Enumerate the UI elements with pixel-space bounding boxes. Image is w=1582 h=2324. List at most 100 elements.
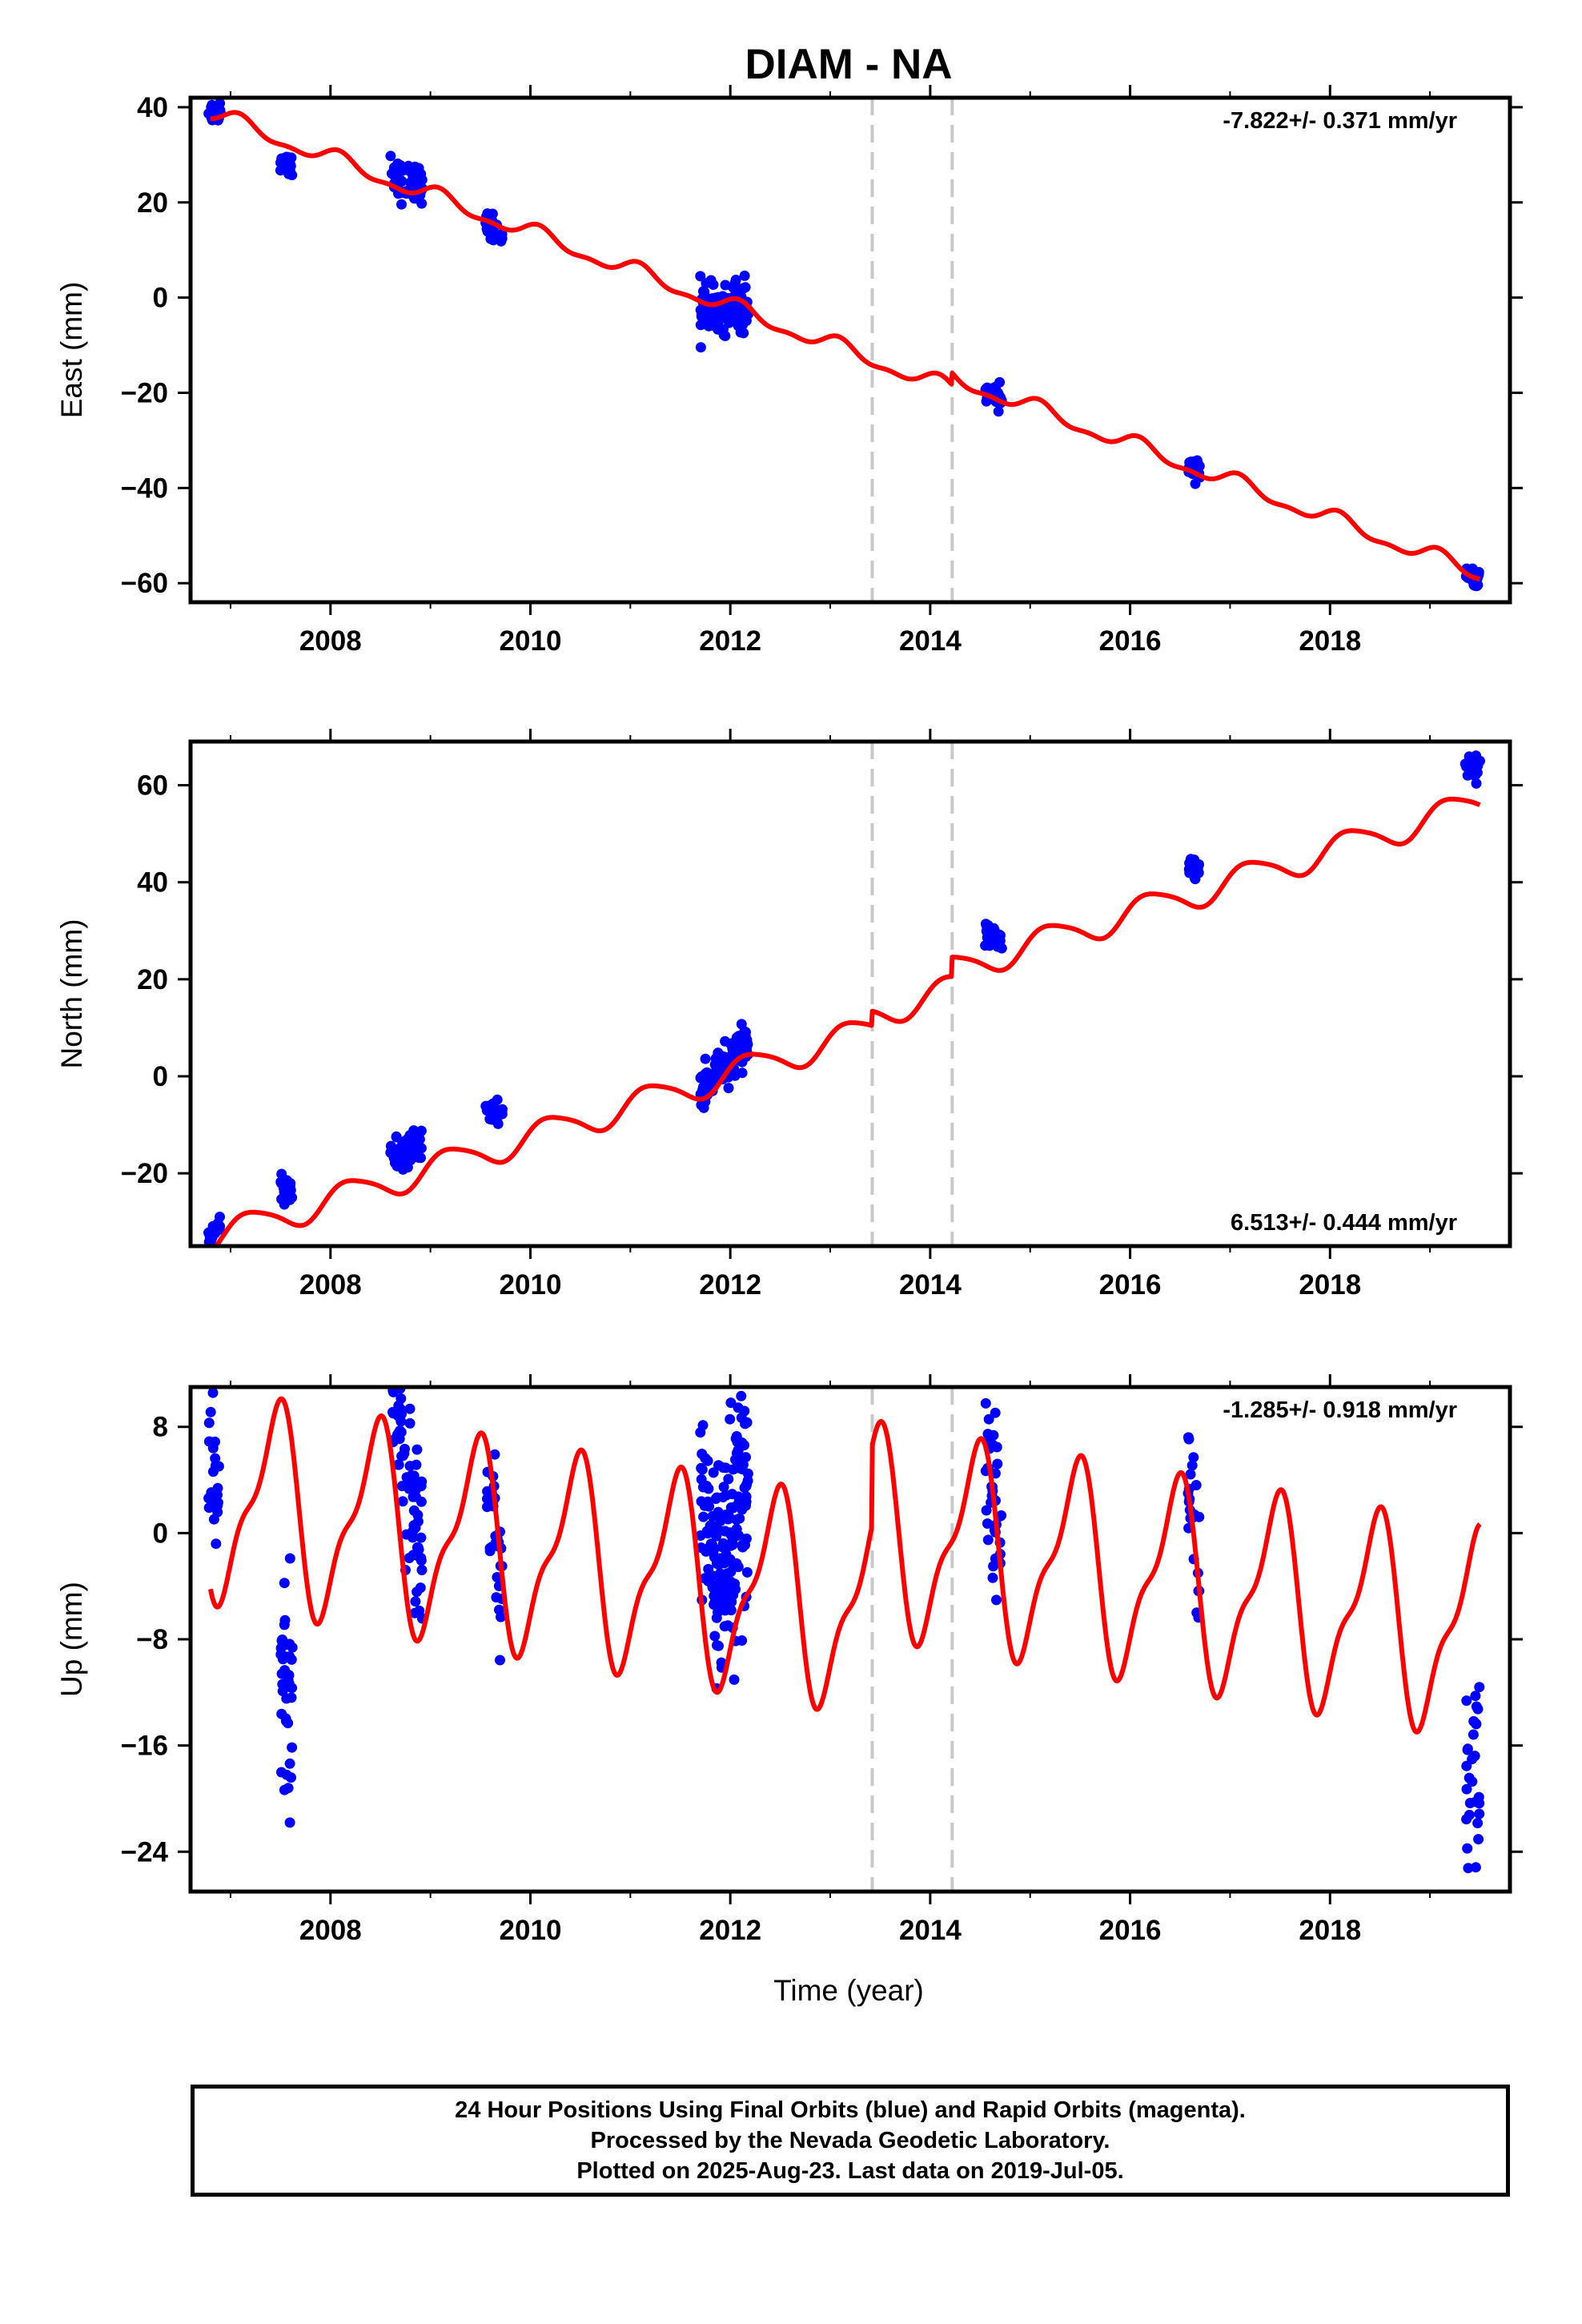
data-point-up-7-29	[1468, 1715, 1480, 1727]
data-point-up-5-36	[981, 1505, 992, 1516]
data-point-up-2-68	[414, 1605, 425, 1616]
data-point-up-4-135	[699, 1573, 710, 1584]
data-point-up-2-13	[404, 1553, 415, 1563]
data-point-east-4-143	[713, 304, 725, 315]
data-point-up-2-20	[389, 1353, 400, 1364]
data-point-east-4-135	[708, 279, 719, 290]
data-point-up-4-58	[711, 1530, 722, 1542]
y-tick-label-east-5: −60	[121, 568, 168, 599]
data-point-up-2-22	[386, 1324, 396, 1334]
x-axis-label: Time (year)	[773, 1974, 924, 2007]
data-point-up-4-163	[721, 1549, 732, 1560]
data-point-up-4-146	[695, 1427, 706, 1438]
data-point-up-2-25	[396, 1372, 406, 1382]
data-point-up-2-21	[390, 1365, 400, 1376]
data-point-north-3-21	[484, 1113, 496, 1124]
data-point-up-0-15	[210, 1436, 220, 1447]
data-point-up-5-19	[980, 1397, 991, 1409]
data-point-up-0-21	[207, 1387, 219, 1398]
model-line-east	[209, 110, 1482, 582]
data-point-north-4-76	[700, 1053, 711, 1064]
rate-label-up: -1.285+/- 0.918 mm/yr	[1223, 1397, 1457, 1423]
data-point-up-4-157	[742, 1468, 753, 1479]
data-point-up-7-27	[1461, 1760, 1472, 1771]
y-tick-label-north-3: 0	[153, 1061, 168, 1092]
data-point-east-2-30	[403, 160, 414, 171]
x-tick-label-up-2012: 2012	[699, 1915, 761, 1946]
data-point-north-5-23	[988, 937, 999, 948]
data-point-up-5-15	[982, 1534, 994, 1546]
data-point-east-4-147	[697, 308, 708, 319]
data-point-up-4-161	[702, 1455, 713, 1466]
y-tick-label-up-0: 8	[153, 1412, 168, 1443]
data-point-up-2-74	[396, 1481, 408, 1492]
rate-label-north: 6.513+/- 0.444 mm/yr	[1231, 1210, 1457, 1236]
data-point-up-6-3	[1188, 1452, 1199, 1463]
data-point-east-4-113	[740, 316, 751, 327]
data-point-up-7-22	[1471, 1701, 1482, 1712]
data-point-up-7-21	[1462, 1843, 1473, 1854]
plot-frame-up	[188, 1385, 1512, 1894]
data-point-north-2-38	[412, 1134, 423, 1145]
data-point-up-2-43	[393, 1342, 404, 1353]
x-tick-label-up-2018: 2018	[1299, 1915, 1361, 1946]
data-point-up-5-30	[996, 1510, 1007, 1521]
data-point-up-4-120	[721, 1568, 733, 1579]
data-point-up-2-79	[412, 1510, 424, 1521]
data-point-up-5-10	[983, 1357, 994, 1367]
data-point-up-4-142	[739, 1482, 750, 1494]
y-tick-label-east-2: 0	[153, 283, 168, 314]
data-point-north-3-23	[484, 1103, 496, 1114]
data-point-north-7-17	[1471, 778, 1482, 789]
data-point-up-2-58	[410, 1596, 421, 1607]
panels: 2008 2010 2012 2014 2016 201840200−20−40−60Ea…	[55, 85, 1523, 1946]
data-point-up-2-66	[397, 1496, 408, 1507]
data-point-east-4-132	[728, 282, 738, 293]
data-point-up-2-12	[404, 1417, 416, 1429]
data-point-up-4-165	[733, 1402, 744, 1413]
data-point-up-4-173	[705, 1538, 717, 1550]
data-point-east-4-101	[695, 342, 706, 353]
data-point-up-0-18	[212, 1500, 223, 1511]
data-point-up-7-0	[1474, 1682, 1485, 1693]
data-point-up-7-8	[1461, 1695, 1472, 1707]
data-point-up-5-37	[987, 1572, 998, 1583]
data-point-up-1-12	[287, 1742, 298, 1753]
data-point-up-4-147	[736, 1390, 747, 1401]
data-point-up-7-11	[1470, 1862, 1481, 1873]
data-point-north-2-59	[397, 1147, 408, 1157]
data-point-north-7-14	[1464, 751, 1475, 762]
data-point-up-4-168	[722, 1578, 733, 1589]
data-point-up-2-57	[408, 1532, 418, 1543]
data-point-up-7-28	[1461, 1814, 1472, 1825]
data-point-up-4-73	[725, 1397, 737, 1409]
data-point-north-2-42	[416, 1125, 427, 1136]
data-point-up-4-89	[737, 1635, 748, 1646]
data-point-up-2-64	[411, 1459, 422, 1470]
data-point-up-2-47	[416, 1496, 427, 1507]
data-point-up-4-40	[741, 1491, 752, 1502]
data-point-east-2-43	[386, 168, 397, 179]
data-point-up-3-29	[484, 1542, 496, 1554]
data-points-east	[203, 98, 1484, 592]
caption-line-2: Processed by the Nevada Geodetic Laborat…	[590, 2128, 1110, 2153]
data-point-up-4-101	[718, 1462, 729, 1474]
x-tick-label-east-2016: 2016	[1099, 625, 1162, 657]
data-point-up-2-61	[412, 1550, 424, 1562]
data-point-up-1-39	[277, 1679, 288, 1690]
data-point-north-6-16	[1186, 854, 1197, 866]
data-point-up-0-20	[208, 1492, 219, 1503]
data-point-up-2-19	[387, 1342, 397, 1353]
y-tick-label-up-3: −16	[121, 1731, 168, 1762]
data-point-up-5-2	[992, 1458, 1003, 1470]
data-point-east-2-55	[393, 163, 404, 173]
data-point-up-1-36	[283, 1670, 295, 1681]
y-tick-label-up-4: −24	[121, 1836, 169, 1868]
data-points-up	[203, 1324, 1485, 1874]
data-point-up-2-77	[387, 1387, 399, 1397]
data-point-up-1-37	[276, 1708, 287, 1719]
data-point-east-4-144	[705, 313, 716, 324]
data-point-north-4-133	[721, 1055, 733, 1067]
data-point-north-7-18	[1464, 769, 1475, 780]
data-point-east-0-19	[215, 98, 226, 109]
